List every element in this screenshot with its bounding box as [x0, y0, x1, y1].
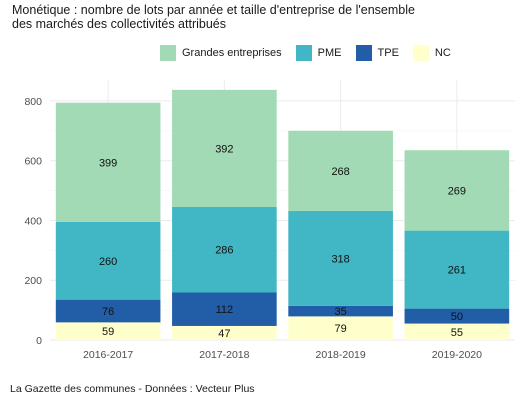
bar-segment [288, 130, 393, 211]
data-label: 50 [451, 311, 463, 323]
bar-segment [288, 305, 393, 317]
data-label: 55 [451, 327, 463, 339]
x-tick-label: 2017-2018 [199, 349, 249, 361]
bar-segment [404, 308, 510, 324]
y-tick-label: 0 [36, 335, 42, 347]
bar-segment [288, 210, 393, 306]
bar-segment [172, 292, 277, 326]
bar-segment [55, 322, 161, 340]
legend-item: PME [295, 45, 342, 61]
data-label: 261 [448, 265, 466, 277]
legend-label: TPE [377, 47, 399, 59]
legend-swatch [295, 45, 312, 61]
data-label: 269 [448, 185, 466, 197]
data-label: 268 [331, 166, 349, 178]
x-tick-label: 2016-2017 [83, 349, 133, 361]
legend-swatch [355, 45, 372, 61]
bar-segment [404, 230, 510, 309]
source-caption: La Gazette des communes - Données : Vect… [10, 383, 255, 395]
y-tick-label: 400 [24, 215, 42, 227]
data-label: 112 [216, 304, 234, 316]
bar-segment [55, 299, 161, 323]
data-label: 399 [99, 157, 117, 169]
legend-label: Grandes entreprises [182, 47, 282, 59]
data-label: 286 [215, 245, 233, 257]
data-label: 318 [331, 253, 349, 265]
data-label: 79 [335, 323, 347, 335]
legend-label: PME [317, 47, 342, 59]
y-tick-label: 600 [24, 156, 42, 168]
bar-segment [55, 221, 161, 300]
bar-segment [172, 325, 277, 340]
x-tick-label: 2018-2019 [316, 349, 366, 361]
legend-label: NC [434, 47, 451, 59]
chart-legend: Grandes entreprises PME TPE NC [160, 45, 465, 61]
bar-segment [172, 89, 277, 208]
data-label: 76 [102, 306, 114, 318]
chart-title: Monétique : nombre de lots par année et … [12, 3, 415, 31]
data-label: 260 [99, 256, 117, 268]
legend-item: NC [412, 45, 451, 61]
legend-swatch [160, 45, 176, 61]
data-label: 35 [335, 306, 347, 318]
legend-item: TPE [355, 45, 399, 61]
bar-segment [172, 207, 277, 293]
legend-swatch [412, 45, 429, 61]
data-label: 392 [215, 143, 233, 155]
data-label: 47 [218, 328, 230, 340]
data-label: 59 [102, 326, 114, 338]
bar-segment [404, 323, 510, 340]
x-tick-label: 2019-2020 [432, 349, 482, 361]
y-tick-label: 200 [24, 275, 42, 287]
bar-segment [55, 102, 161, 222]
y-tick-label: 800 [24, 96, 42, 108]
bar-segment [288, 316, 393, 340]
legend-item: Grandes entreprises [160, 45, 282, 61]
bar-segment [404, 150, 510, 231]
